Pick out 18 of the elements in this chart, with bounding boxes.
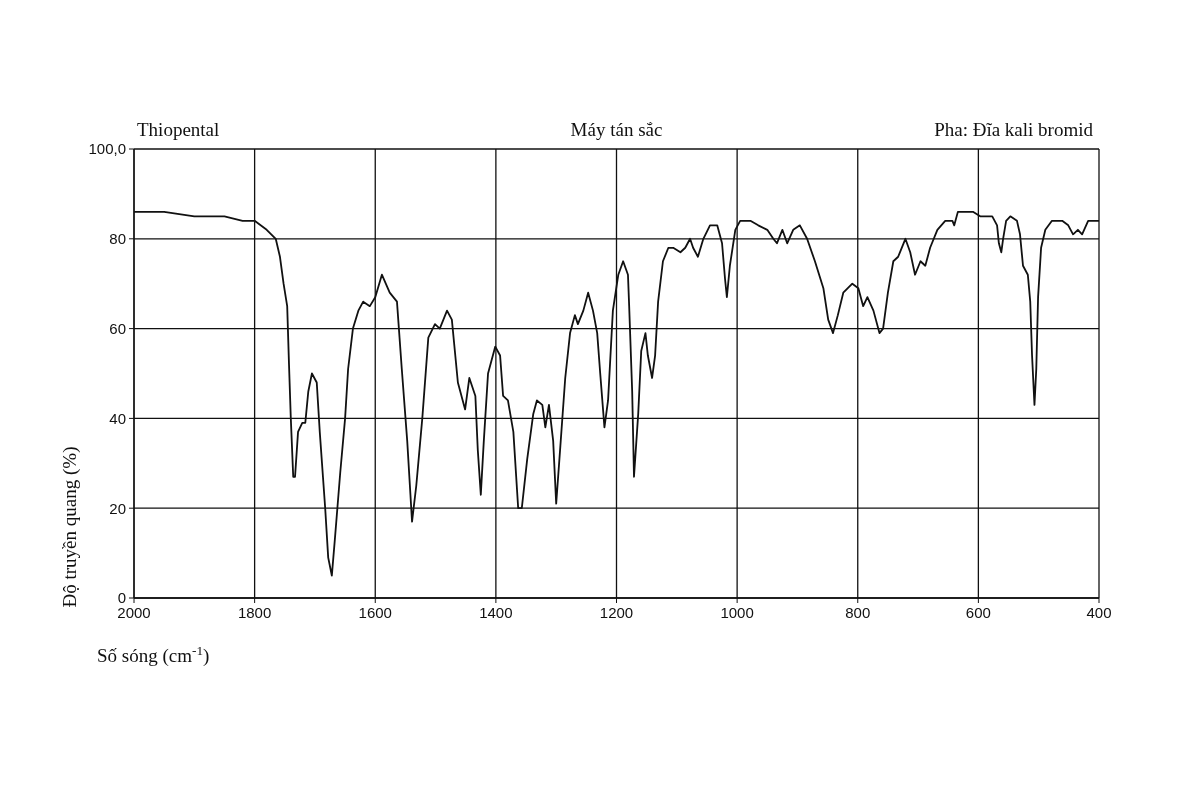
y-tick-label: 100,0 xyxy=(88,140,126,158)
x-tick-label: 1200 xyxy=(599,603,634,621)
x-tick-label: 400 xyxy=(1086,603,1112,621)
x-axis-title: Số sóng (cm$^{-1}$) xyxy=(97,642,210,667)
y-tick-label: 20 xyxy=(109,499,126,517)
y-tick-label: 60 xyxy=(109,319,126,337)
x-tick-label: 800 xyxy=(845,603,871,621)
x-tick-label: 1000 xyxy=(720,603,754,621)
x-tick-label: 1800 xyxy=(237,603,272,621)
x-tick-label: 600 xyxy=(965,603,991,621)
text: Pha: Đĩa kali bromid xyxy=(934,119,1094,140)
x-tick-label: 1400 xyxy=(479,603,513,621)
y-tick-label: 40 xyxy=(109,409,126,427)
text: Máy tán sắc xyxy=(570,119,663,140)
y-tick-label: 80 xyxy=(109,230,126,248)
y-axis-title: Độ truyền quang (%) xyxy=(59,446,81,608)
chart-title: Thiopental xyxy=(137,119,220,140)
x-tick-label: 1600 xyxy=(358,603,392,621)
